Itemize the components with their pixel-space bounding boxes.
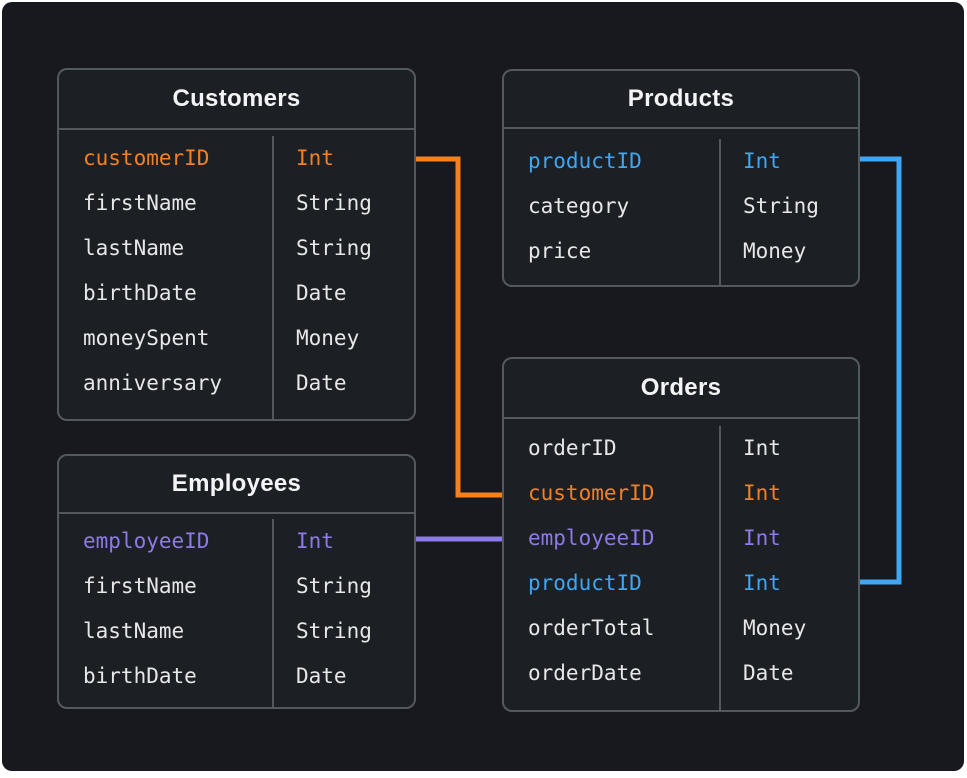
table-body: productID category price Int String Money [504,129,858,285]
field-type-column: Int String String Date Money Date [272,136,414,419]
field-type-column: Int Int Int Int Money Date [719,426,858,710]
field-name-column: customerID firstName lastName birthDate mone… [59,136,272,419]
field-type: Int [743,571,781,595]
field-name: anniversary [83,371,223,395]
table-body: customerID firstName lastName birthDate mone… [59,130,414,419]
field-name: category [528,194,630,218]
field-type-column: Int String Money [719,139,858,285]
field-type: Money [743,616,807,640]
field-type: Date [296,281,347,305]
field-type: String [296,236,372,260]
table-title-employees: Employees [59,456,414,514]
field-name: productID [528,571,642,595]
table-title-customers: Customers [59,70,414,130]
field-type: Date [743,661,794,685]
table-title-orders: Orders [504,359,858,419]
field-type: Int [296,146,334,170]
field-name: moneySpent [83,326,210,350]
field-name: price [528,239,592,263]
relation-line-products-orders [857,156,902,585]
field-type: Int [743,149,781,173]
field-type: String [296,619,372,643]
field-name: customerID [83,146,210,170]
field-name: customerID [528,481,655,505]
field-name: lastName [83,619,185,643]
field-name: orderID [528,436,617,460]
field-type: Date [296,664,347,688]
field-name: employeeID [83,529,210,553]
field-name: firstName [83,574,197,598]
table-title-products: Products [504,71,858,129]
field-type: Money [296,326,360,350]
field-type: String [296,574,372,598]
field-type: Int [743,526,781,550]
field-name-column: orderID customerID employeeID productID orde… [504,426,719,710]
field-name: birthDate [83,664,197,688]
field-name: firstName [83,191,197,215]
field-type: String [743,194,819,218]
field-type-column: Int String String Date [272,519,414,707]
entity-table-products: Products productID category price Int Strin… [502,69,860,287]
field-name: orderDate [528,661,642,685]
field-type: Date [296,371,347,395]
field-name: productID [528,149,642,173]
field-type: Money [743,239,807,263]
field-type: String [296,191,372,215]
entity-table-employees: Employees employeeID firstName lastName bir… [57,454,416,709]
relation-line-customers-orders [412,156,504,498]
table-body: employeeID firstName lastName birthDate Int… [59,514,414,707]
field-name-column: employeeID firstName lastName birthDate [59,519,272,707]
table-body: orderID customerID employeeID productID orde… [504,419,858,710]
field-name: lastName [83,236,185,260]
entity-table-orders: Orders orderID customerID employeeID produc… [502,357,860,712]
entity-table-customers: Customers customerID firstName lastName bir… [57,68,416,421]
field-type: Int [296,529,334,553]
field-name: birthDate [83,281,197,305]
field-name: orderTotal [528,616,655,640]
field-type: Int [743,436,781,460]
field-name-column: productID category price [504,139,719,285]
field-name: employeeID [528,526,655,550]
field-type: Int [743,481,781,505]
